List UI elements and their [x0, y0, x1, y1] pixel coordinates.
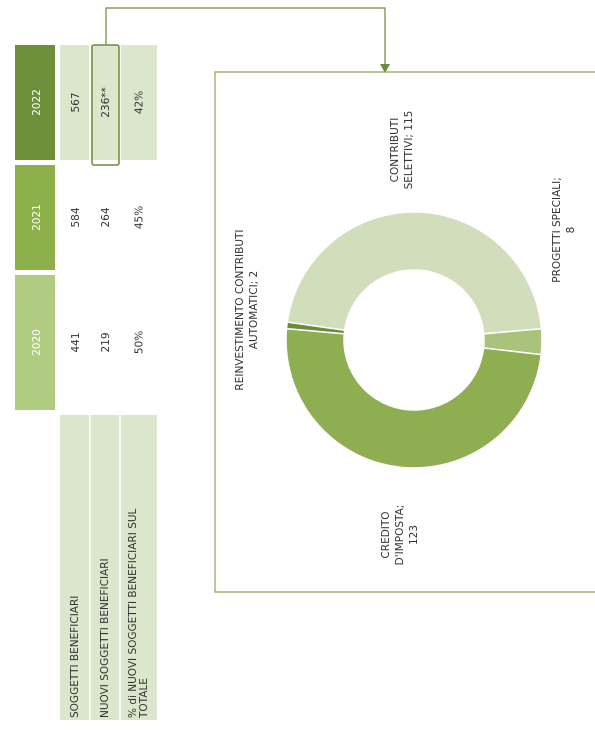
cell: 264 [100, 207, 112, 227]
highlight-col-bg [60, 45, 157, 160]
cell: 42% [134, 91, 146, 114]
data-label: D'IMPOSTA; [394, 505, 406, 566]
data-label: CREDITO [380, 511, 392, 558]
arrow-line [105, 7, 386, 68]
data-label: SELETTIVI; 115 [403, 111, 415, 190]
cell: 567 [70, 92, 82, 112]
header-label: 2022 [31, 89, 43, 116]
cell: 441 [70, 332, 82, 352]
data-label: 8 [565, 227, 577, 234]
header-cell [15, 45, 55, 160]
arrow-head [380, 64, 390, 73]
donut [285, 211, 543, 469]
highlight-box [91, 44, 120, 166]
donut-segment [285, 327, 542, 469]
cell: 45% [134, 206, 146, 229]
chart-frame [214, 71, 595, 593]
table [15, 44, 157, 720]
row-label: SOGGETTI BENEFICIARI [69, 596, 81, 718]
data-label: REINVESTIMENTO CONTRIBUTI [234, 229, 246, 390]
label-bg [60, 415, 157, 720]
cell: 236** [100, 87, 112, 118]
cell: 219 [100, 332, 112, 352]
header-label: 2020 [31, 329, 43, 356]
data-label: CONTRIBUTI [389, 118, 401, 183]
connector [105, 7, 595, 593]
cell: 584 [70, 207, 82, 227]
row-label: TOTALE [138, 678, 150, 719]
header-label: 2021 [31, 204, 43, 231]
data-label: PROGETTI SPECIALI; [551, 177, 563, 282]
cell: 50% [134, 331, 146, 354]
data-label: 123 [408, 525, 420, 545]
header-cell [15, 165, 55, 270]
row-label: NUOVI SOGGETTI BENEFICIARI [99, 558, 111, 718]
donut-segment [285, 321, 346, 335]
donut-segment [286, 211, 543, 335]
header-cell [15, 275, 55, 410]
data-label: AUTOMATICI; 2 [248, 271, 260, 349]
row-label: % di NUOVI SOGGETTI BENEFICIARI SUL [127, 508, 139, 718]
